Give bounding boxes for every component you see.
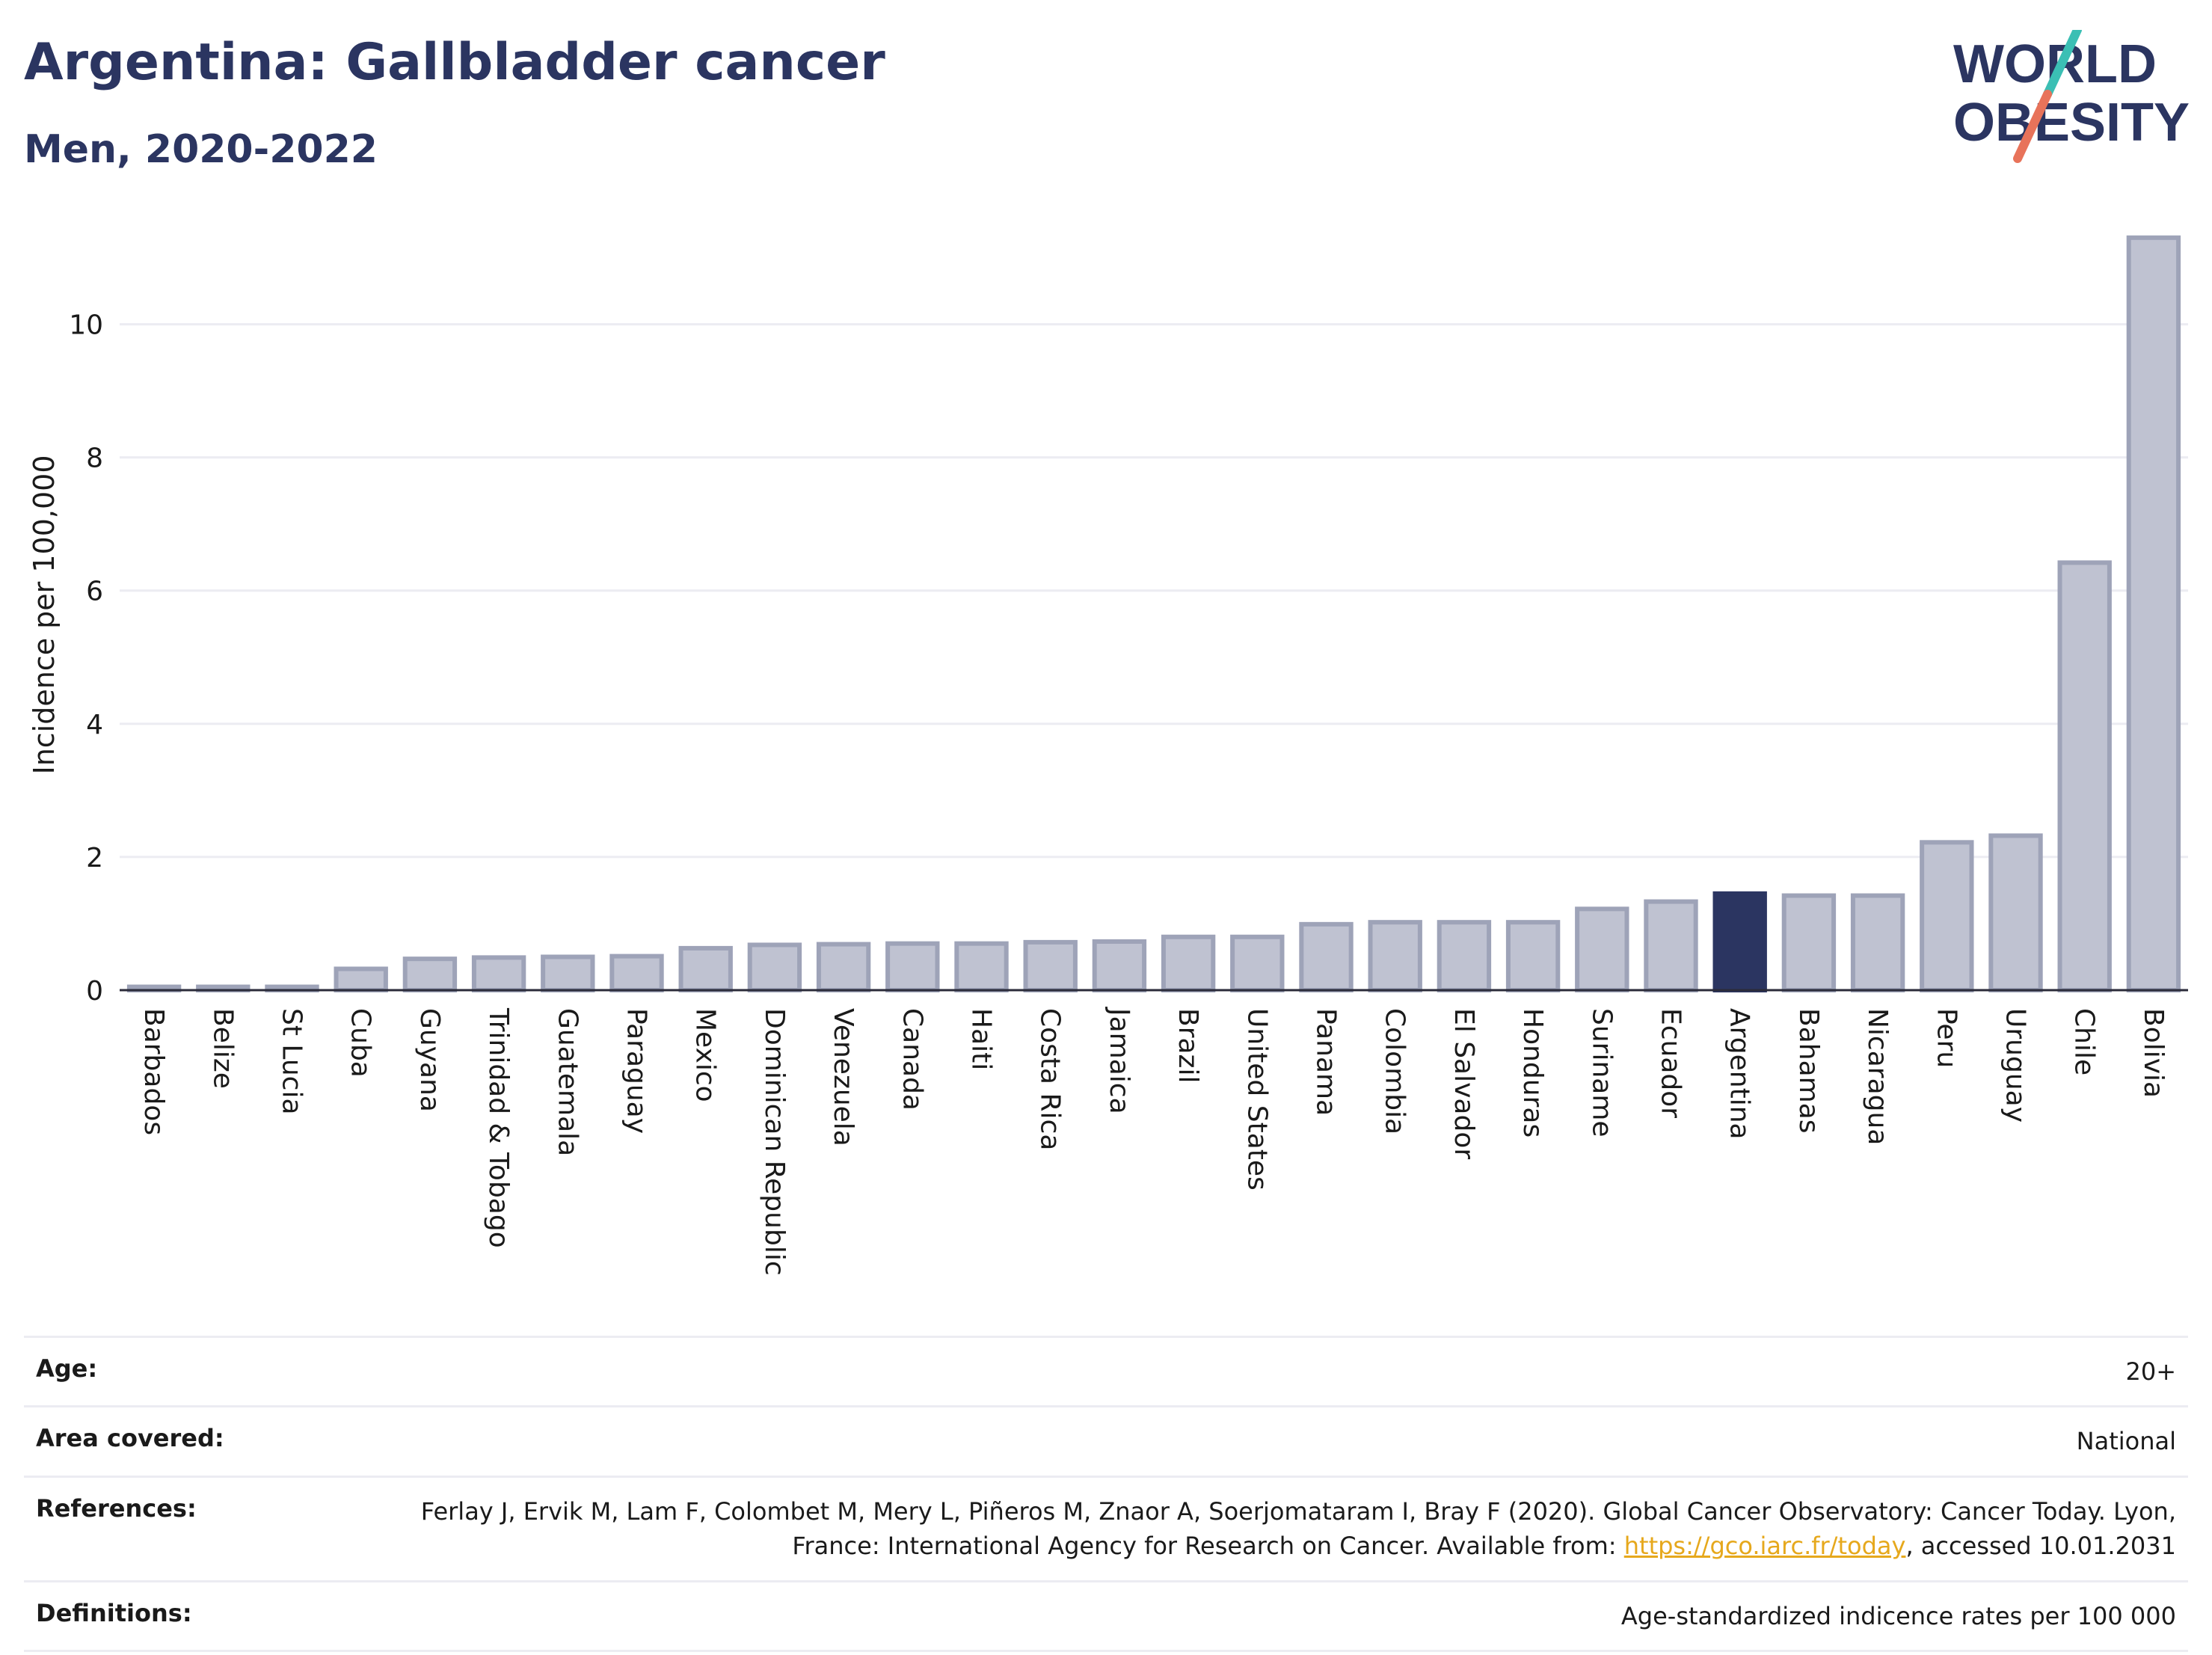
bar (1161, 934, 1216, 993)
y-tick-label: 8 (86, 443, 103, 474)
x-tick-label: Peru (1931, 1008, 1961, 1068)
bar (2057, 560, 2112, 992)
x-tick-label: Argentina (1724, 1008, 1755, 1140)
meta-row-definitions: Definitions: Age-standardized indicence … (24, 1579, 2188, 1652)
y-tick-label: 4 (86, 710, 103, 740)
meta-value: National (2076, 1427, 2176, 1456)
bar (1299, 921, 1354, 992)
bar (816, 942, 871, 993)
x-tick-label: Guyana (414, 1008, 445, 1112)
bar (1988, 833, 2043, 993)
x-tick-label: Barbados (138, 1008, 169, 1135)
x-tick-label: Guatemala (552, 1008, 583, 1156)
x-tick-label: Paraguay (621, 1008, 652, 1134)
x-tick-label: Panama (1311, 1008, 1342, 1116)
meta-label: Age: (36, 1354, 98, 1383)
meta-row-references: References: Ferlay J, Ervik M, Lam F, Co… (24, 1475, 2188, 1580)
x-tick-label: Jamaica (1104, 1007, 1134, 1114)
x-tick-label: Belize (207, 1008, 238, 1089)
x-tick-label: Costa Rica (1035, 1008, 1066, 1150)
bar (954, 941, 1009, 992)
meta-row-area: Area covered: National (24, 1405, 2188, 1475)
bar (1644, 899, 1698, 992)
x-tick-label: Nicaragua (1862, 1008, 1893, 1145)
x-tick-label: Haiti (966, 1008, 997, 1070)
logo-slash-coral (2013, 90, 2052, 163)
x-tick-label: Cuba (345, 1008, 376, 1078)
x-tick-label: Trinidad & Tobago (483, 1007, 514, 1248)
bar (609, 954, 664, 992)
x-tick-label: Brazil (1173, 1008, 1203, 1083)
x-tick-label: Uruguay (2000, 1008, 2031, 1123)
y-tick-label: 10 (69, 310, 103, 341)
x-tick-label: Ecuador (1656, 1008, 1686, 1118)
x-tick-label: Venezuela (828, 1008, 858, 1146)
bar (334, 966, 388, 993)
x-tick-label: Chile (2069, 1008, 2100, 1075)
bar (1230, 934, 1285, 993)
bar (1575, 906, 1629, 992)
bar (1023, 939, 1078, 992)
bar (1920, 840, 1974, 993)
bar (678, 945, 733, 992)
x-tick-label: Mexico (690, 1008, 721, 1102)
page-subtitle: Men, 2020-2022 (24, 127, 378, 172)
x-tick-label: St Lucia (277, 1008, 307, 1115)
bar (1368, 920, 1422, 993)
bar (1505, 920, 1561, 993)
y-tick-label: 6 (86, 577, 103, 607)
logo-slash-teal (2043, 30, 2082, 99)
bar (885, 941, 940, 992)
meta-label: References: (36, 1493, 197, 1523)
y-tick-label: 2 (86, 843, 103, 873)
meta-value: 20+ (2125, 1357, 2176, 1386)
world-obesity-logo: WORLD OBESITY (1953, 30, 2190, 163)
x-tick-label: Bolivia (2138, 1008, 2169, 1098)
x-tick-label: United States (1241, 1008, 1272, 1191)
logo-line2: OBESITY (1953, 93, 2190, 153)
reference-text: Ferlay J, Ervik M, Lam F, Colombet M, Me… (420, 1496, 2176, 1561)
bar (402, 957, 458, 992)
y-axis-label: Incidence per 100,000 (28, 455, 61, 774)
reference-accessed: , accessed 10.01.2031 (1905, 1532, 2176, 1561)
meta-value: Age-standardized indicence rates per 100… (1620, 1601, 2176, 1630)
meta-value: Ferlay J, Ervik M, Lam F, Colombet M, Me… (381, 1494, 2176, 1564)
bar (471, 955, 526, 992)
x-tick-label: Colombia (1380, 1008, 1410, 1134)
metadata-table: Age: 20+ Area covered: National Referenc… (24, 1336, 2188, 1652)
bar (1781, 893, 1837, 992)
x-tick-label: Honduras (1517, 1008, 1548, 1137)
x-tick-label: El Salvador (1448, 1008, 1479, 1159)
bar (1850, 893, 1905, 992)
bar (1092, 939, 1147, 993)
meta-label: Area covered: (36, 1424, 224, 1453)
bar (1437, 920, 1492, 993)
bar-chart: 0 2 4 6 8 10 Incidence per 100,000 Barbados Beli… (28, 235, 2188, 1276)
x-tick-label: Bahamas (1793, 1008, 1824, 1134)
bar (2126, 235, 2181, 992)
meta-row-age: Age: 20+ (24, 1336, 2188, 1405)
bar (541, 954, 595, 993)
y-tick-label: 0 (86, 976, 103, 1007)
page-title: Argentina: Gallbladder cancer (24, 33, 885, 92)
bar (747, 942, 802, 993)
bar (1712, 891, 1767, 992)
reference-link[interactable]: https://gco.iarc.fr/today (1623, 1532, 1906, 1561)
x-tick-label: Canada (897, 1008, 927, 1111)
x-tick-label: Dominican Republic (759, 1008, 790, 1276)
x-tick-label: Suriname (1586, 1008, 1617, 1137)
meta-label: Definitions: (36, 1598, 192, 1627)
